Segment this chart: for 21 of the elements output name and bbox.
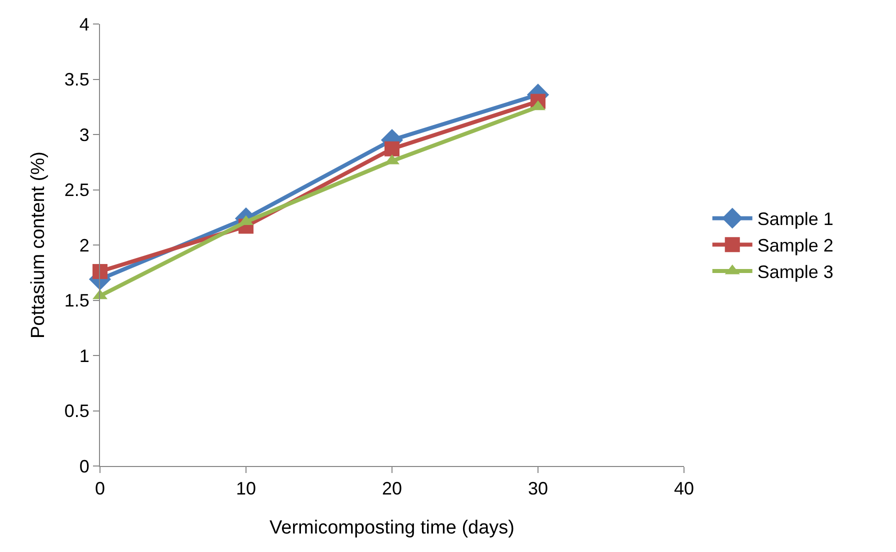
y-tick-label: 0.5: [64, 401, 90, 422]
legend-label: Sample 2: [757, 236, 834, 256]
y-tick-label: 0: [79, 456, 90, 476]
y-tick-label: 2: [79, 235, 90, 256]
x-axis-title: Vermicomposting time (days): [270, 517, 514, 538]
y-axis-title: Pottasium content (%): [28, 152, 50, 338]
y-tick-label: 1: [79, 346, 90, 366]
y-tick-label: 1.5: [64, 290, 90, 311]
point: [384, 141, 400, 156]
point: [92, 264, 108, 280]
x-tick-label: 0: [94, 478, 106, 499]
x-tick-label: 40: [674, 478, 694, 499]
y-tick-label: 4: [79, 14, 90, 34]
x-tick-label: 30: [528, 478, 548, 499]
y-tick-label: 3: [79, 124, 90, 145]
legend-label: Sample 3: [757, 262, 834, 282]
legend-label: Sample 1: [757, 209, 834, 230]
y-tick-label: 3.5: [64, 70, 90, 90]
y-tick-label: 2.5: [64, 180, 90, 200]
x-tick-label: 20: [382, 478, 402, 499]
x-tick-label: 10: [236, 478, 256, 499]
